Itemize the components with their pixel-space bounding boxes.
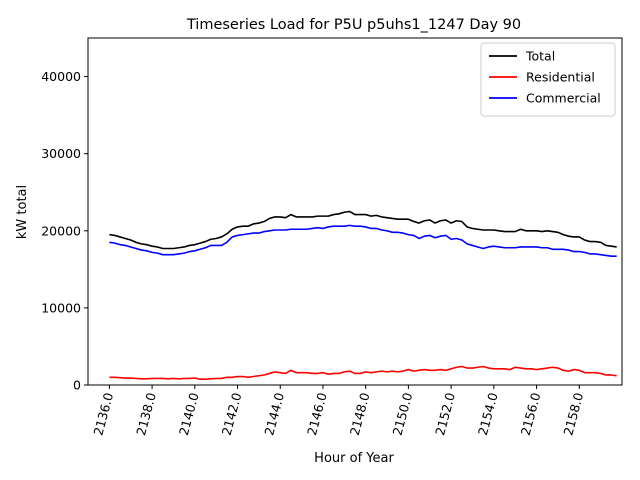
- y-axis: 0 10000 20000 30000 40000: [41, 69, 88, 393]
- x-tick-label: 2154.0: [475, 391, 501, 437]
- y-tick-label: 40000: [41, 69, 81, 84]
- x-axis: 2136.0 2138.0 2140.0 2142.0 2144.0 2146.0 2148…: [90, 385, 586, 437]
- x-tick-label: 2158.0: [560, 391, 586, 437]
- x-tick-label: 2148.0: [347, 391, 373, 437]
- y-tick-label: 10000: [41, 300, 81, 315]
- x-tick-label: 2140.0: [176, 391, 202, 437]
- x-tick-label: 2136.0: [90, 391, 116, 437]
- y-tick-label: 0: [73, 378, 81, 393]
- y-tick-label: 20000: [41, 223, 81, 238]
- x-tick-label: 2144.0: [261, 391, 287, 437]
- x-tick-label: 2142.0: [219, 391, 245, 437]
- x-tick-label: 2156.0: [518, 391, 544, 437]
- series-line-total: [109, 210, 617, 250]
- legend-label-total: Total: [525, 49, 555, 64]
- chart-title: Timeseries Load for P5U p5uhs1_1247 Day …: [186, 17, 521, 33]
- x-axis-label: Hour of Year: [314, 451, 394, 466]
- legend: Total Residential Commercial: [480, 42, 616, 117]
- x-tick-label: 2146.0: [304, 391, 330, 437]
- legend-label-commercial: Commercial: [526, 91, 601, 106]
- series-line-commercial: [109, 224, 617, 258]
- x-tick-label: 2150.0: [389, 391, 415, 437]
- legend-label-residential: Residential: [526, 70, 595, 85]
- x-tick-label: 2152.0: [432, 391, 458, 437]
- x-tick-label: 2138.0: [133, 391, 159, 437]
- y-tick-label: 30000: [41, 146, 81, 161]
- series-line-residential: [109, 365, 617, 381]
- plot-frame: [87, 37, 623, 386]
- y-axis-label: kW total: [15, 185, 30, 239]
- series-layer: [109, 210, 617, 381]
